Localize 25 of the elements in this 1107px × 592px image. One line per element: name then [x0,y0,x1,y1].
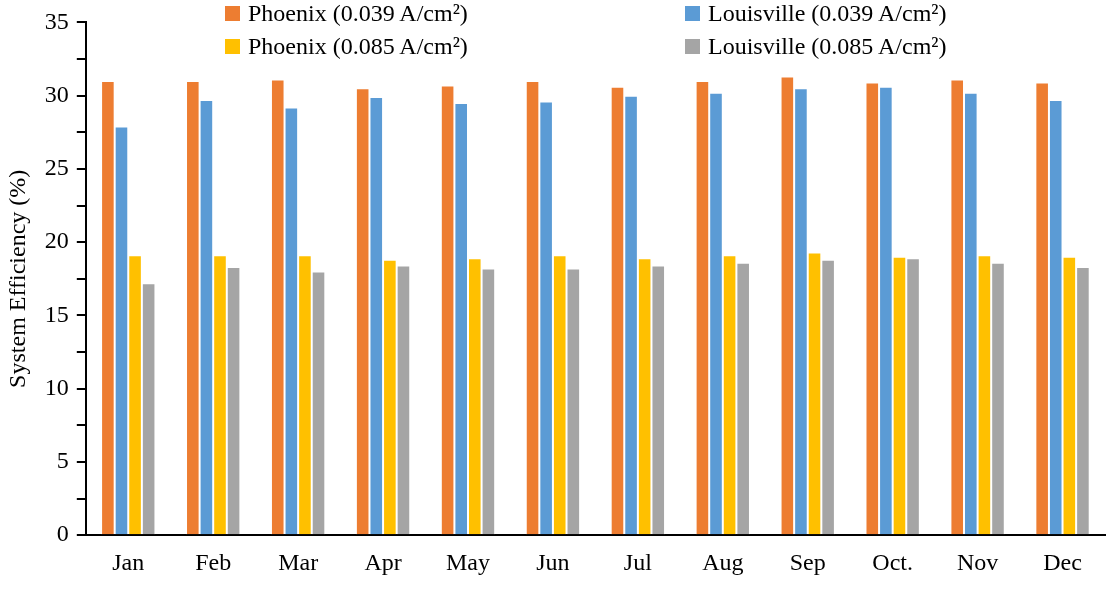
x-tick-label: Mar [278,548,319,575]
y-tick-label: 15 [44,300,69,327]
legend-label: Phoenix (0.039 A/cm²) [248,0,468,27]
x-tick-label: Apr [364,548,402,575]
x-tick-label: Aug [702,548,744,575]
y-axis-title: System Efficiency (%) [3,169,30,388]
x-tick-label: Nov [956,548,999,575]
x-tick-label: Feb [195,548,232,575]
y-tick-label: 30 [44,80,69,107]
y-tick-label: 0 [56,520,69,547]
x-tick-label: Dec [1043,548,1082,575]
x-tick-label: May [446,548,490,575]
legend-label: Louisville (0.085 A/cm²) [708,33,947,60]
y-tick-label: 25 [44,154,69,181]
y-tick-label: 5 [56,447,69,474]
legend-label: Louisville (0.039 A/cm²) [708,0,947,27]
y-tick-label: 20 [44,227,69,254]
x-tick-label: Jan [112,548,145,575]
y-tick-label: 10 [44,373,69,400]
x-tick-label: Oct. [872,548,913,575]
x-tick-label: Jul [623,548,653,575]
x-tick-label: Sep [789,548,826,575]
y-tick-label: 35 [44,7,69,34]
x-tick-label: Jun [536,548,570,575]
legend-label: Phoenix (0.085 A/cm²) [248,33,468,60]
